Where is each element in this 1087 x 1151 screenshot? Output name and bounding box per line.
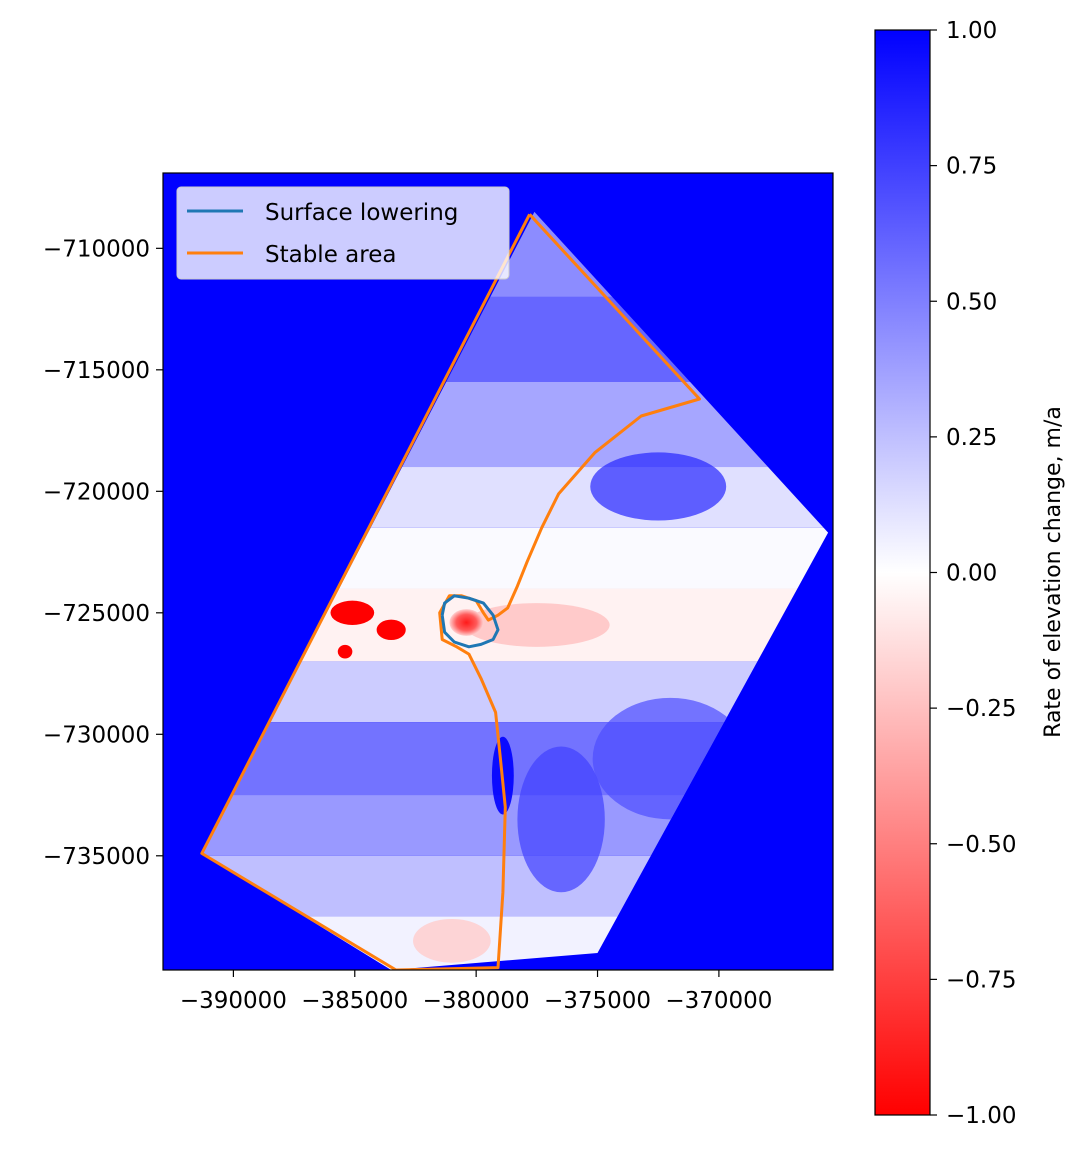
colorbar-tick-label: 0.50	[946, 289, 997, 315]
plot-area	[162, 172, 834, 971]
y-tick-label: −725000	[43, 601, 150, 627]
negative-patch	[449, 609, 484, 636]
colorbar-label: Rate of elevation change, m/a	[1041, 406, 1066, 738]
colorbar-tick-label: 0.25	[946, 425, 997, 451]
y-tick-label: −710000	[43, 236, 150, 262]
x-axis-ticks: −390000 −385000 −380000 −375000 −370000	[180, 970, 772, 1014]
x-tick-label: −370000	[665, 988, 772, 1014]
x-tick-label: −385000	[301, 988, 408, 1014]
field-high-region	[590, 452, 727, 521]
legend-box	[176, 186, 510, 280]
y-tick-label: −715000	[43, 358, 150, 384]
legend-label-stable-area: Stable area	[265, 242, 396, 268]
x-tick-label: −375000	[544, 988, 651, 1014]
y-tick-label: −735000	[43, 844, 150, 870]
field-band	[201, 661, 829, 723]
colorbar-scale	[874, 29, 931, 1116]
x-tick-label: −390000	[180, 988, 287, 1014]
y-tick-label: −730000	[43, 722, 150, 748]
legend: Surface lowering Stable area	[176, 186, 510, 280]
field-low-region	[413, 918, 491, 963]
colorbar-ticks: −1.00 −0.75 −0.50 −0.25 0.00 0.25 0.50 0.75 1.00	[930, 18, 1016, 1129]
colorbar-tick-label: −0.75	[946, 967, 1016, 993]
legend-label-surface-lowering: Surface lowering	[265, 200, 458, 226]
colorbar-tick-label: −1.00	[946, 1103, 1016, 1129]
axes-frame	[162, 172, 834, 971]
series-line-surface-lowering	[440, 594, 500, 649]
colorbar-tick-label: 0.00	[946, 561, 997, 587]
x-tick-label: −380000	[423, 988, 530, 1014]
colorbar-tick-label: 0.75	[946, 154, 997, 180]
field-low-region	[464, 603, 610, 647]
negative-patch	[330, 600, 375, 625]
negative-patch	[337, 644, 353, 659]
boundary-lines	[200, 213, 701, 970]
colorbar: −1.00 −0.75 −0.50 −0.25 0.00 0.25 0.50 0.75 1.00…	[874, 18, 1066, 1129]
colorbar-tick-label: −0.25	[946, 696, 1016, 722]
y-tick-label: −720000	[43, 479, 150, 505]
colorbar-tick-label: −0.50	[946, 832, 1016, 858]
field-high-region	[517, 746, 605, 893]
colorbar-tick-label: 1.00	[946, 18, 997, 44]
y-axis-ticks: −710000 −715000 −720000 −725000 −730000 −7350…	[43, 236, 163, 870]
negative-patch	[376, 619, 406, 641]
